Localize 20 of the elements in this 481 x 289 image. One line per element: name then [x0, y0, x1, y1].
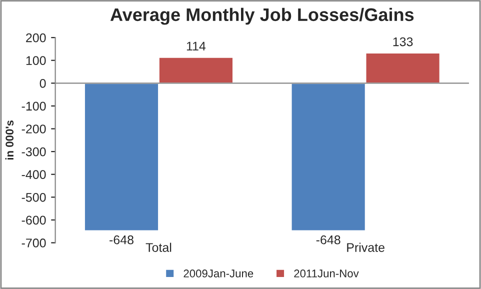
y-axis-title: in 000's [5, 120, 14, 160]
x-tick-label: Total [146, 242, 172, 252]
y-tick-label: -300 [22, 147, 46, 156]
y-tick-label: 100 [26, 56, 46, 66]
y-tick-label: 0 [40, 78, 46, 88]
y-tick-label: -400 [22, 170, 46, 180]
y-tick-label: -600 [22, 216, 46, 225]
y-tick-label: -100 [22, 102, 46, 111]
x-tick-label: Private [347, 242, 384, 252]
data-label: 114 [186, 42, 206, 50]
data-label: -648 [316, 235, 340, 244]
y-tick-label: -200 [22, 124, 46, 134]
legend-label: 2011Jun-Nov [294, 270, 359, 278]
y-tick-label: 200 [26, 33, 46, 42]
chart-title: Average Monthly Job Losses/Gains [110, 8, 414, 25]
y-tick-label: -500 [22, 192, 46, 202]
data-label: -648 [110, 235, 134, 244]
y-tick-label: -700 [22, 238, 46, 248]
data-label: 133 [393, 37, 413, 46]
legend-label: 2009Jan-June [184, 270, 254, 278]
